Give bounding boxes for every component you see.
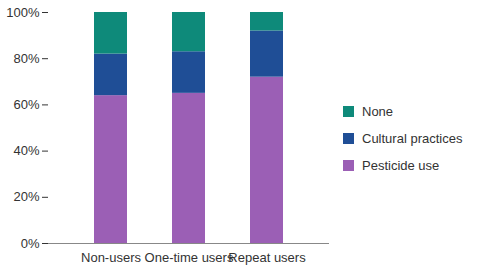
- html-text:Pesticide use: Pesticide use: [362, 158, 440, 173]
- svg-text:One-time users: One-time users: [145, 250, 234, 265]
- svg-text:60%: 60%: [13, 97, 39, 112]
- svg-text:40%: 40%: [13, 143, 39, 158]
- html-text:Cultural practices: Cultural practices: [362, 131, 463, 146]
- svg-text:Repeat users: Repeat users: [228, 250, 306, 265]
- svg-text:Non-users: Non-users: [81, 250, 141, 265]
- html-text:None: None: [362, 104, 394, 119]
- svg-text:80%: 80%: [13, 51, 39, 66]
- svg-text:20%: 20%: [13, 189, 39, 204]
- svg-text:0%: 0%: [21, 236, 40, 251]
- svg-text:100%: 100%: [6, 5, 40, 20]
